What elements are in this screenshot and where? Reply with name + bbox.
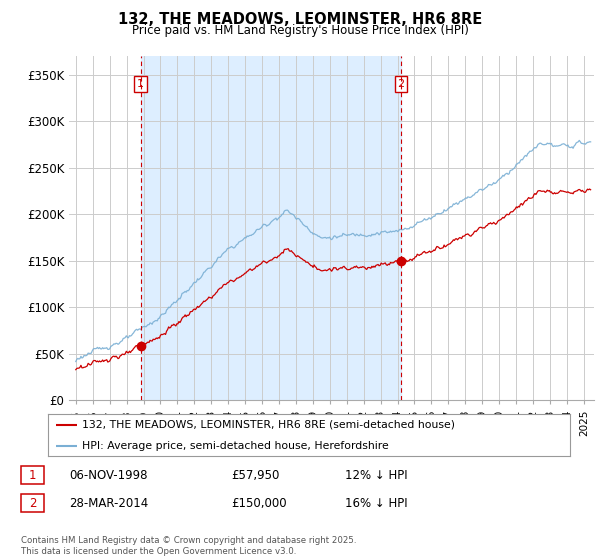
Text: 132, THE MEADOWS, LEOMINSTER, HR6 8RE (semi-detached house): 132, THE MEADOWS, LEOMINSTER, HR6 8RE (s…: [82, 420, 455, 430]
Text: Price paid vs. HM Land Registry's House Price Index (HPI): Price paid vs. HM Land Registry's House …: [131, 24, 469, 36]
Text: Contains HM Land Registry data © Crown copyright and database right 2025.
This d: Contains HM Land Registry data © Crown c…: [21, 536, 356, 556]
Bar: [140, 56, 401, 400]
Text: £150,000: £150,000: [231, 497, 287, 510]
Text: 2: 2: [29, 497, 36, 510]
Text: 28-MAR-2014: 28-MAR-2014: [69, 497, 148, 510]
Text: 06-NOV-1998: 06-NOV-1998: [69, 469, 148, 482]
Text: 16% ↓ HPI: 16% ↓ HPI: [345, 497, 407, 510]
Text: £57,950: £57,950: [231, 469, 280, 482]
Text: 2: 2: [398, 79, 404, 89]
Text: 132, THE MEADOWS, LEOMINSTER, HR6 8RE: 132, THE MEADOWS, LEOMINSTER, HR6 8RE: [118, 12, 482, 27]
Text: 1: 1: [137, 79, 144, 89]
Text: 1: 1: [29, 469, 36, 482]
Text: 12% ↓ HPI: 12% ↓ HPI: [345, 469, 407, 482]
Text: HPI: Average price, semi-detached house, Herefordshire: HPI: Average price, semi-detached house,…: [82, 441, 389, 451]
